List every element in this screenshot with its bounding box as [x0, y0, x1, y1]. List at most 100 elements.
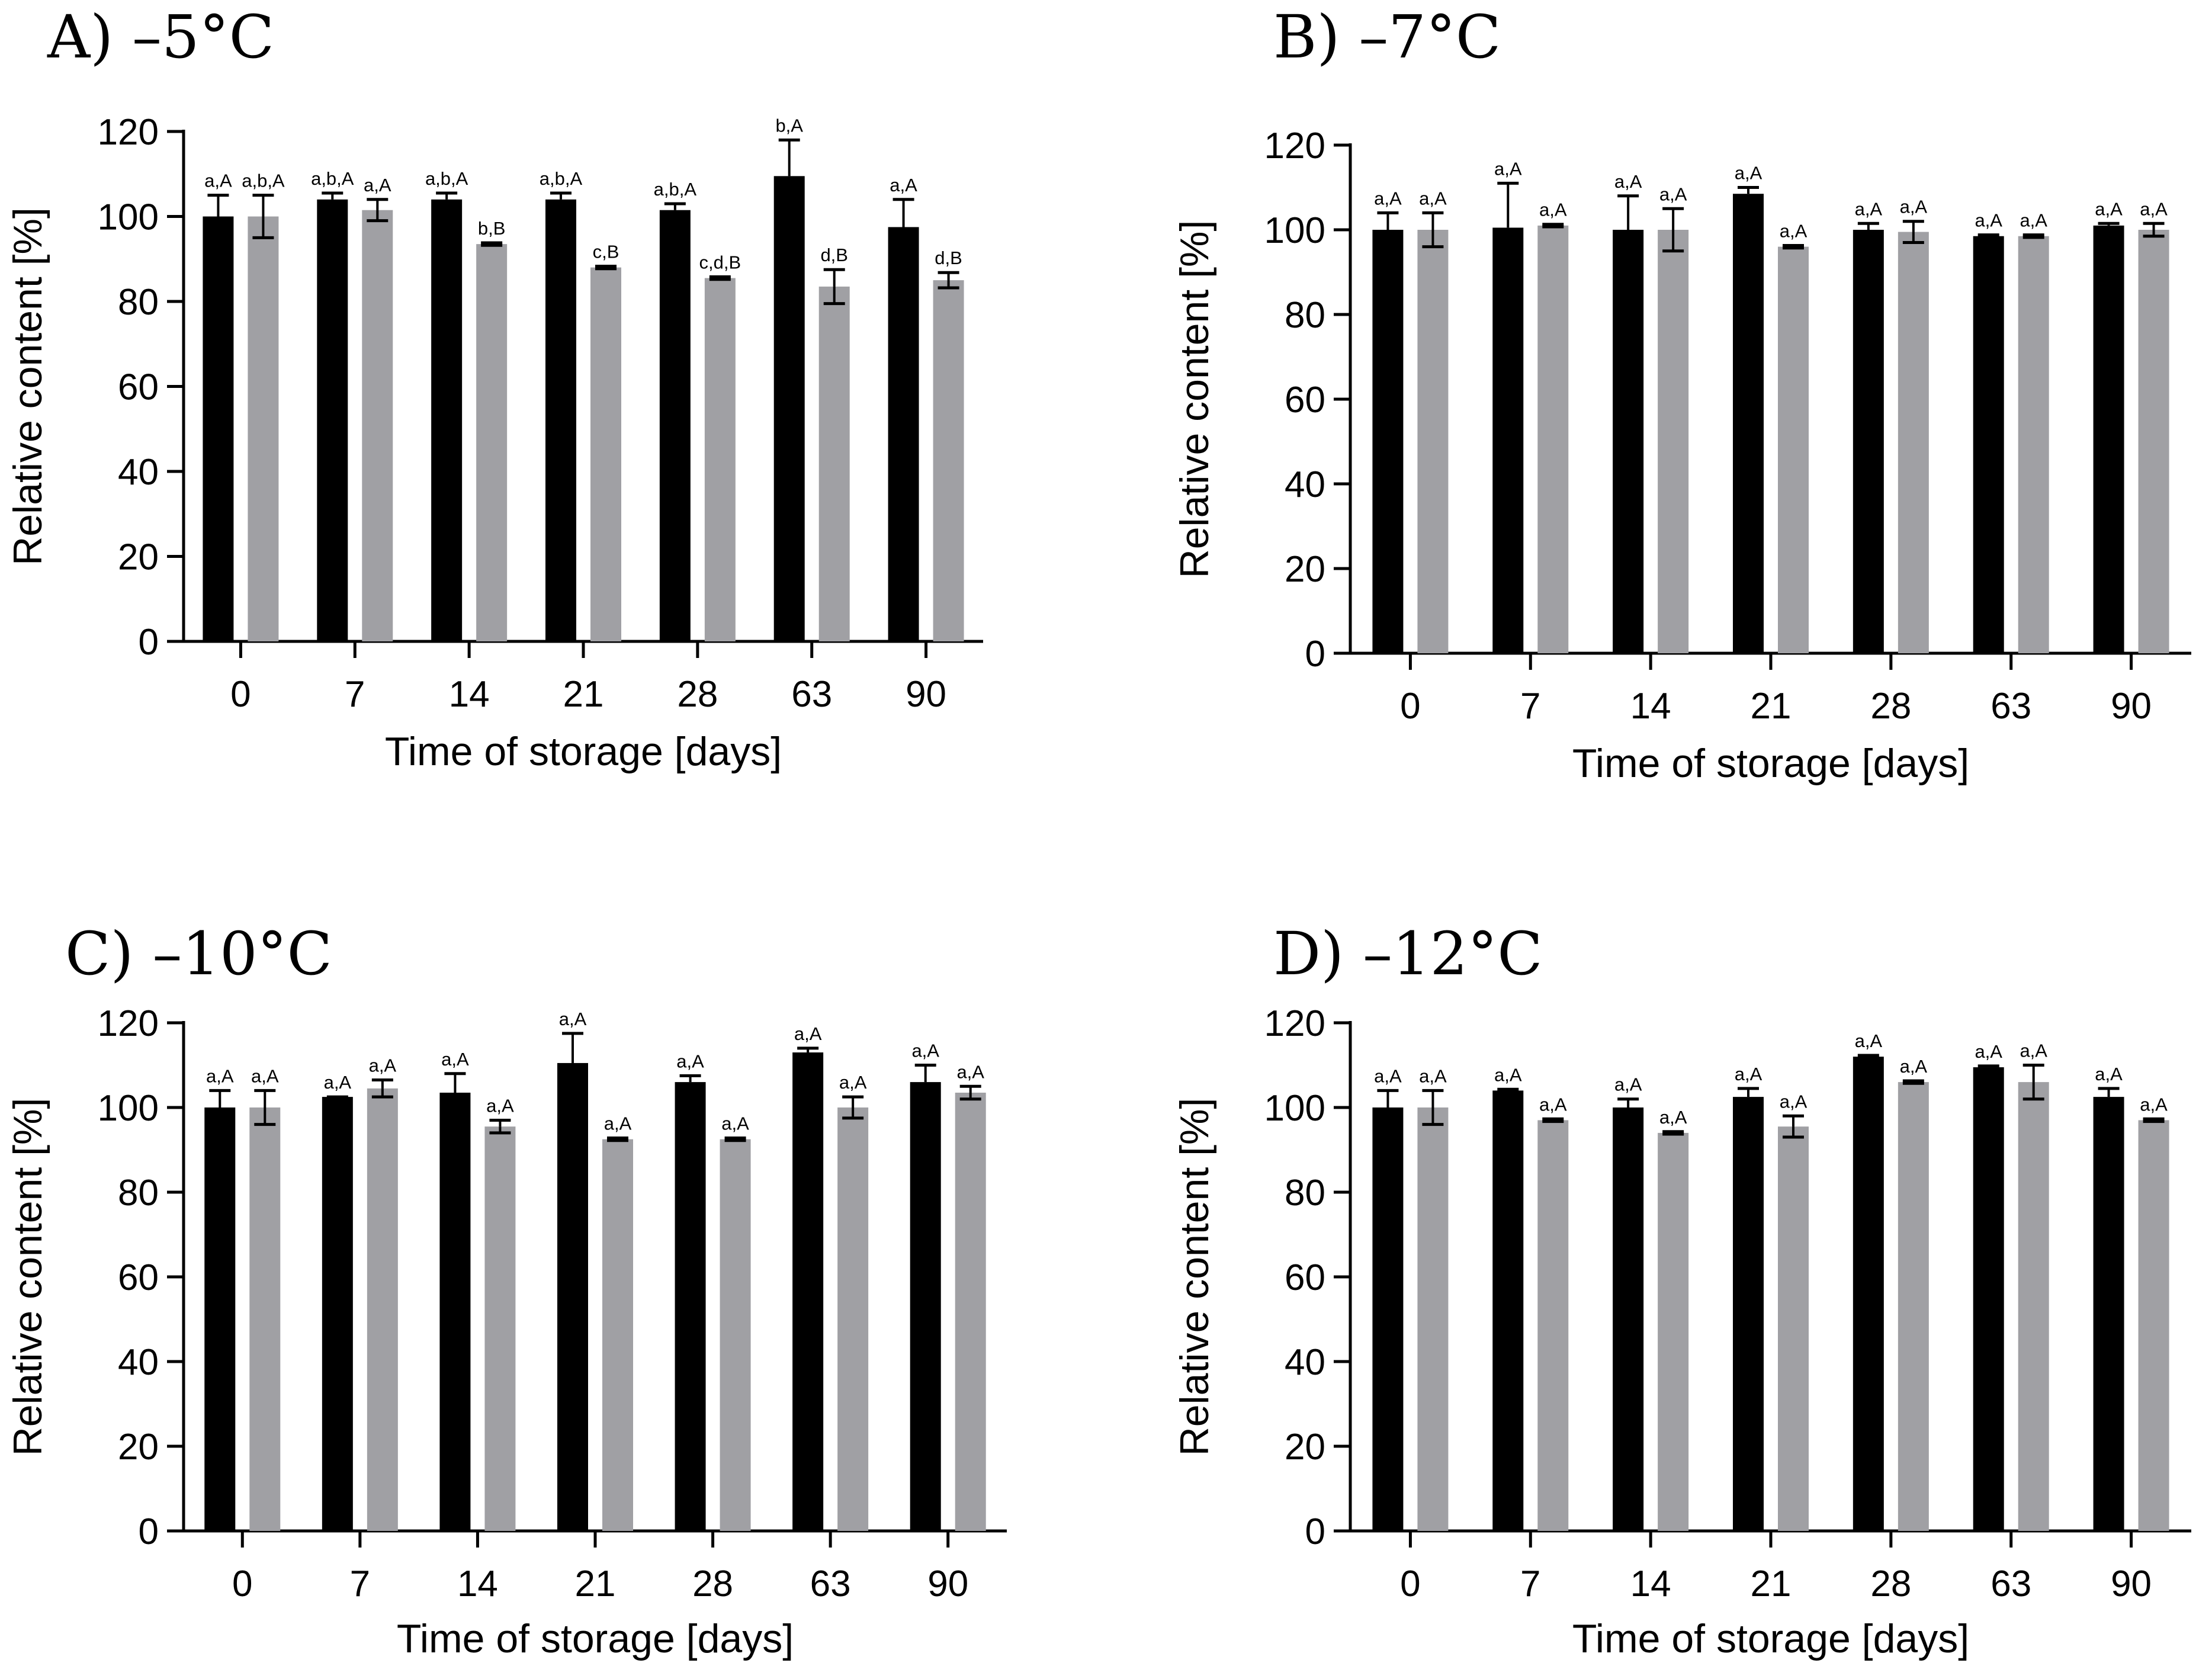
bar-black: [2093, 225, 2124, 654]
y-tick-label: 20: [1285, 549, 1325, 590]
x-tick-label: 63: [810, 1564, 851, 1604]
significance-label: b,A: [775, 115, 803, 136]
x-axis-title: Time of storage [days]: [1572, 741, 1969, 786]
x-tick-label: 14: [457, 1564, 498, 1604]
significance-label: a,b,A: [540, 168, 583, 189]
x-tick-label: 28: [692, 1564, 733, 1604]
x-tick-label: 0: [232, 1564, 252, 1604]
x-tick-label: 7: [350, 1564, 370, 1604]
bar-gray: [1898, 1082, 1929, 1531]
y-tick-label: 100: [98, 197, 159, 238]
bar-black: [322, 1097, 353, 1531]
bar-gray: [476, 244, 508, 641]
bar-gray: [837, 1107, 869, 1531]
y-tick-label: 120: [98, 112, 159, 153]
x-tick-label: 28: [1870, 1564, 1911, 1604]
significance-label: d,B: [820, 245, 848, 265]
significance-label: a,A: [559, 1009, 587, 1029]
y-tick-label: 40: [1285, 1342, 1325, 1383]
x-tick-label: 28: [677, 674, 718, 715]
significance-label: a,A: [1419, 188, 1447, 208]
x-tick-label: 21: [1751, 1564, 1792, 1604]
significance-label: a,A: [1735, 1064, 1762, 1084]
x-axis-title: Time of storage [days]: [385, 729, 782, 774]
y-tick-label: 100: [98, 1088, 159, 1129]
bar-black: [1372, 230, 1404, 653]
significance-label: a,A: [2140, 1094, 2168, 1115]
x-tick-label: 63: [1991, 686, 2031, 727]
bar-gray: [2138, 1120, 2169, 1531]
x-tick-label: 14: [449, 674, 490, 715]
significance-label: a,A: [1419, 1065, 1447, 1086]
significance-label: a,A: [839, 1072, 867, 1093]
significance-label: c,d,B: [699, 252, 741, 272]
bar-black: [1853, 230, 1884, 653]
bar-black: [888, 227, 919, 641]
bar-black: [1733, 194, 1764, 654]
y-tick-label: 120: [1264, 1003, 1325, 1044]
x-tick-label: 90: [2111, 686, 2152, 727]
bar-black: [317, 199, 348, 641]
significance-label: a,A: [2095, 198, 2123, 219]
bar-black: [792, 1052, 824, 1531]
panel-c: C) –10°C 0 20 40 60 80 100 120 0 a,A a,A 7 a,A a,A 14 a…: [5, 919, 1007, 1661]
y-axis-title: Relative content [%]: [5, 207, 50, 566]
bar-black: [1613, 1107, 1644, 1531]
x-tick-label: 90: [906, 674, 946, 715]
significance-label: a,A: [1539, 1094, 1567, 1115]
x-tick-label: 14: [1630, 1564, 1671, 1604]
significance-label: a,A: [1374, 1065, 1402, 1086]
bar-gray: [1898, 232, 1929, 653]
significance-label: a,b,A: [242, 171, 285, 191]
y-tick-label: 120: [98, 1003, 159, 1044]
bar-gray: [249, 1107, 281, 1531]
bar-black: [1853, 1057, 1884, 1531]
significance-label: a,A: [1780, 220, 1808, 241]
bar-gray: [955, 1092, 986, 1531]
bar-gray: [590, 267, 621, 642]
bar-gray: [1537, 1120, 1569, 1531]
x-tick-label: 28: [1870, 686, 1911, 727]
bar-black: [431, 199, 463, 641]
x-tick-label: 7: [1520, 686, 1540, 727]
panel-title: D) –12°C: [1273, 919, 1543, 988]
x-tick-label: 63: [791, 674, 832, 715]
x-tick-label: 21: [563, 674, 604, 715]
bar-gray: [602, 1139, 633, 1531]
x-tick-label: 63: [1991, 1564, 2031, 1604]
bar-gray: [720, 1139, 751, 1531]
significance-label: a,A: [2020, 1041, 2047, 1061]
bar-black: [1733, 1097, 1764, 1531]
significance-label: a,A: [369, 1055, 397, 1076]
bar-black: [1492, 227, 1524, 653]
y-tick-label: 0: [1305, 1511, 1325, 1552]
significance-label: a,b,A: [654, 179, 697, 200]
y-tick-label: 0: [139, 1511, 159, 1552]
y-tick-label: 60: [118, 367, 159, 408]
y-tick-label: 40: [118, 1342, 159, 1383]
bar-black: [659, 210, 691, 641]
y-tick-label: 20: [1285, 1427, 1325, 1468]
y-tick-label: 0: [1305, 634, 1325, 675]
significance-label: a,A: [890, 175, 917, 195]
significance-label: a,A: [2095, 1064, 2123, 1084]
y-axis-title: Relative content [%]: [5, 1098, 50, 1456]
y-tick-label: 60: [1285, 1257, 1325, 1298]
significance-label: a,A: [204, 171, 232, 191]
panel-title: A) –5°C: [47, 2, 274, 72]
y-tick-label: 40: [1285, 464, 1325, 505]
bar-black: [204, 1107, 236, 1531]
significance-label: a,A: [1855, 198, 1883, 219]
significance-label: a,A: [1659, 1107, 1687, 1128]
y-tick-label: 40: [118, 452, 159, 493]
significance-label: a,A: [1614, 171, 1642, 192]
significance-label: a,A: [441, 1049, 469, 1070]
x-tick-label: 0: [230, 674, 251, 715]
significance-label: a,b,A: [425, 168, 468, 189]
significance-label: a,A: [794, 1023, 822, 1044]
y-tick-label: 0: [139, 622, 159, 663]
bar-gray: [1778, 1126, 1809, 1531]
bar-gray: [1778, 246, 1809, 654]
bar-gray: [1537, 225, 1569, 654]
bar-black: [675, 1082, 706, 1531]
